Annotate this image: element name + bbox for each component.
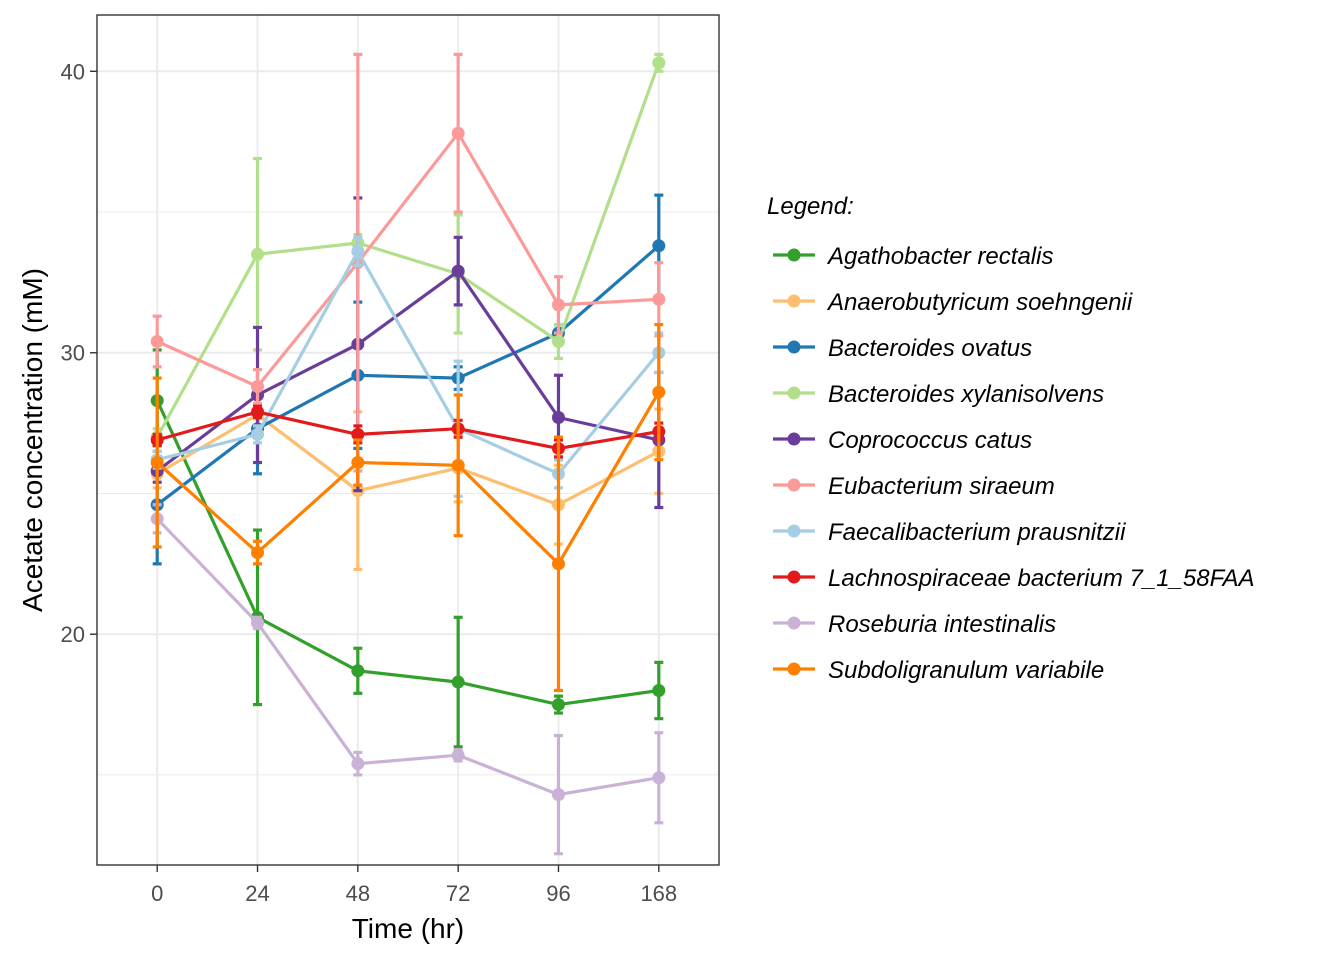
data-point xyxy=(451,748,465,762)
y-tick-label: 40 xyxy=(61,59,85,84)
legend-key-point xyxy=(787,478,801,492)
data-point xyxy=(451,675,465,689)
legend-label: Faecalibacterium prausnitzii xyxy=(828,519,1126,546)
series-line xyxy=(156,131,659,389)
series-layer xyxy=(150,52,666,856)
legend-key-point xyxy=(787,570,801,584)
panel-background xyxy=(97,15,719,865)
data-point xyxy=(551,788,565,802)
data-point xyxy=(251,427,265,441)
data-point xyxy=(451,126,465,140)
series xyxy=(150,52,666,473)
legend-key-point xyxy=(787,248,801,262)
data-point xyxy=(251,380,265,394)
legend-item: Faecalibacterium prausnitzii xyxy=(773,519,1126,546)
data-point xyxy=(251,546,265,560)
legend-key-point xyxy=(787,616,801,630)
data-point xyxy=(251,405,265,419)
legend-item: Bacteroides xylanisolvens xyxy=(773,381,1104,408)
data-point xyxy=(150,456,164,470)
legend-label: Subdoligranulum variabile xyxy=(828,657,1104,684)
legend-item: Eubacterium siraeum xyxy=(773,473,1055,500)
series-line xyxy=(156,249,661,476)
y-tick-label: 20 xyxy=(61,622,85,647)
series-line xyxy=(156,410,660,450)
legend-key-point xyxy=(787,432,801,446)
data-point xyxy=(652,771,666,785)
data-point xyxy=(551,334,565,348)
legend-label: Anaerobutyricum soehngenii xyxy=(826,289,1133,316)
legend-item: Subdoligranulum variabile xyxy=(773,657,1104,684)
series-line xyxy=(155,399,660,707)
panel-border xyxy=(96,14,720,866)
series-line xyxy=(155,62,661,438)
data-point xyxy=(150,334,164,348)
series-line xyxy=(156,391,661,566)
data-point xyxy=(551,698,565,712)
legend-label: Coprococcus catus xyxy=(828,427,1032,454)
legend-key-point xyxy=(787,386,801,400)
legend-item: Agathobacter rectalis xyxy=(773,243,1053,270)
y-tick-label: 30 xyxy=(61,341,85,366)
data-point xyxy=(652,683,666,697)
legend-item: Anaerobutyricum soehngenii xyxy=(773,289,1133,316)
series-line xyxy=(156,244,660,506)
data-point xyxy=(351,244,365,258)
legend-item: Roseburia intestinalis xyxy=(773,611,1056,638)
data-point xyxy=(551,298,565,312)
legend-label: Lachnospiraceae bacterium 7_1_58FAA xyxy=(828,565,1255,592)
y-axis: 20 30 40 xyxy=(61,59,97,647)
legend-label: Eubacterium siraeum xyxy=(828,473,1055,500)
legend-label: Roseburia intestinalis xyxy=(828,611,1056,638)
legend-key-point xyxy=(787,524,801,538)
legend-key-point xyxy=(787,294,801,308)
data-point xyxy=(251,247,265,261)
data-point xyxy=(351,664,365,678)
legend-title: Legend: xyxy=(767,193,854,220)
data-point xyxy=(652,385,666,399)
x-tick-label: 24 xyxy=(245,881,269,906)
legend-label: Agathobacter rectalis xyxy=(826,243,1053,270)
legend: Legend: Agathobacter rectalis Anaerobutyr… xyxy=(767,193,1255,684)
x-tick-label: 96 xyxy=(546,881,570,906)
x-tick-label: 168 xyxy=(640,881,677,906)
x-axis: 0 24 48 72 96 168 xyxy=(151,865,677,906)
data-point xyxy=(652,56,666,70)
legend-key-point xyxy=(787,340,801,354)
data-point xyxy=(451,264,465,278)
series xyxy=(150,323,666,693)
series-line xyxy=(156,413,660,507)
legend-item: Coprococcus catus xyxy=(773,427,1032,454)
legend-items: Agathobacter rectalis Anaerobutyricum soe… xyxy=(773,243,1255,684)
x-axis-title: Time (hr) xyxy=(352,913,465,944)
data-point xyxy=(551,410,565,424)
series-line xyxy=(156,517,660,797)
data-point xyxy=(652,239,666,253)
legend-item: Bacteroides ovatus xyxy=(773,335,1032,362)
series-line xyxy=(156,269,660,473)
data-point xyxy=(351,757,365,771)
legend-item: Lachnospiraceae bacterium 7_1_58FAA xyxy=(773,565,1255,592)
data-point xyxy=(251,616,265,630)
data-point xyxy=(551,557,565,571)
x-tick-label: 72 xyxy=(446,881,470,906)
data-point xyxy=(351,456,365,470)
x-tick-label: 0 xyxy=(151,881,163,906)
legend-label: Bacteroides ovatus xyxy=(828,335,1032,362)
series xyxy=(150,503,666,856)
x-tick-label: 48 xyxy=(346,881,370,906)
data-point xyxy=(351,427,365,441)
y-axis-title: Acetate concentration (mM) xyxy=(17,268,48,612)
data-point xyxy=(451,458,465,472)
data-point xyxy=(652,292,666,306)
legend-label: Bacteroides xylanisolvens xyxy=(828,381,1104,408)
legend-key-point xyxy=(787,662,801,676)
